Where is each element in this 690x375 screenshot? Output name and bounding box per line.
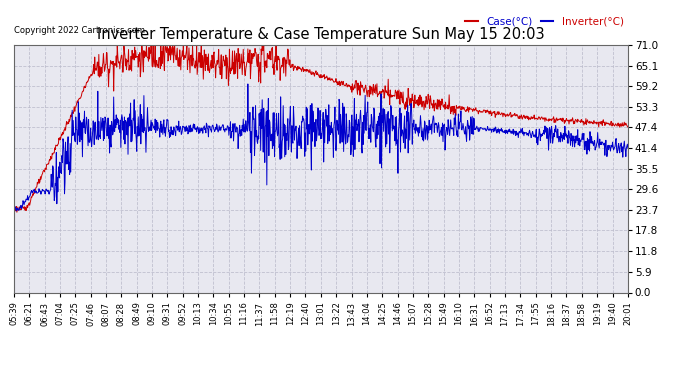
Legend: Case(°C), Inverter(°C): Case(°C), Inverter(°C)	[462, 13, 628, 31]
Text: Copyright 2022 Cartronics.com: Copyright 2022 Cartronics.com	[14, 26, 145, 35]
Title: Inverter Temperature & Case Temperature Sun May 15 20:03: Inverter Temperature & Case Temperature …	[97, 27, 544, 42]
